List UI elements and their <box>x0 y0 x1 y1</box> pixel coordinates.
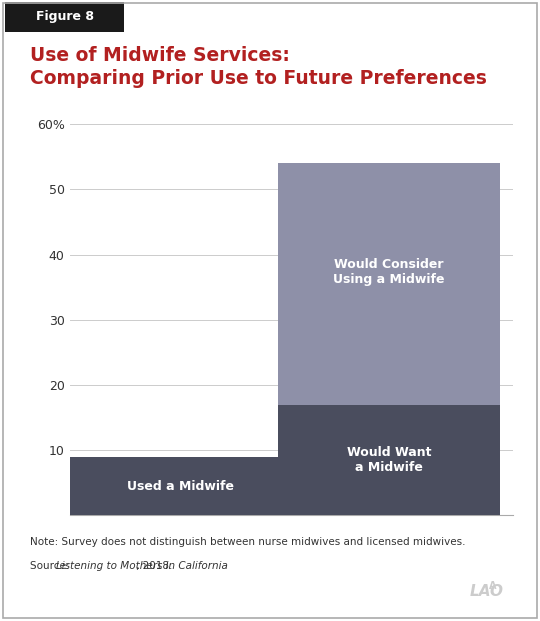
FancyBboxPatch shape <box>5 2 124 32</box>
Bar <box>70 457 292 515</box>
Text: Would Consider
Using a Midwife: Would Consider Using a Midwife <box>333 258 445 286</box>
Text: Use of Midwife Services:
Comparing Prior Use to Future Preferences: Use of Midwife Services: Comparing Prior… <box>30 46 487 88</box>
Text: Listening to Mothers in California: Listening to Mothers in California <box>56 561 227 571</box>
Text: Figure 8: Figure 8 <box>36 10 94 23</box>
Text: LAO: LAO <box>470 584 504 599</box>
Bar <box>278 163 500 405</box>
Text: , 2018.: , 2018. <box>136 561 172 571</box>
Text: Used a Midwife: Used a Midwife <box>127 479 234 492</box>
Text: Would Want
a Midwife: Would Want a Midwife <box>347 446 431 474</box>
Text: Note: Survey does not distinguish between nurse midwives and licensed midwives.: Note: Survey does not distinguish betwee… <box>30 537 465 547</box>
Bar <box>278 405 500 515</box>
Text: Source:: Source: <box>30 561 72 571</box>
Text: A: A <box>489 581 496 591</box>
